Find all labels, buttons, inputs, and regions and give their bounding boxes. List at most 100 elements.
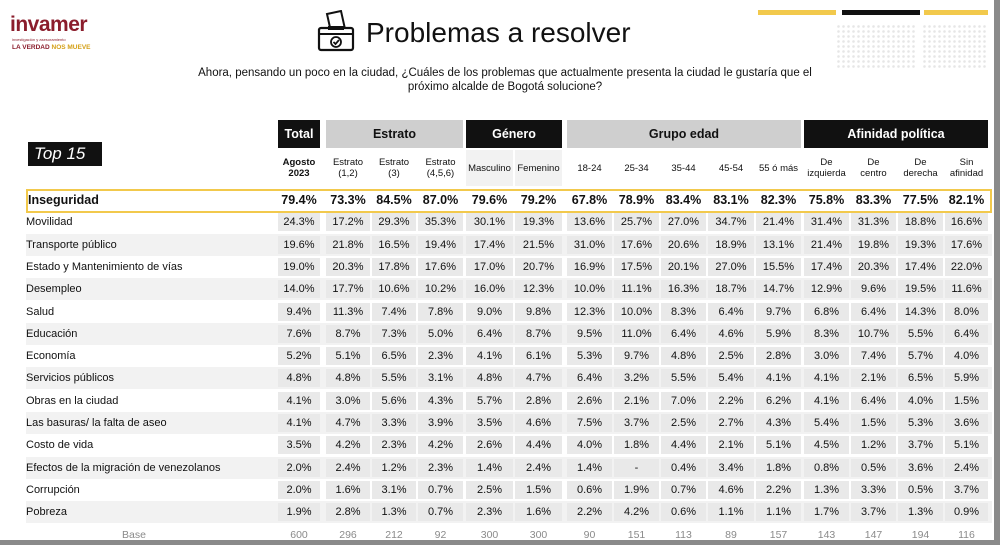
cell-value: 5.2%: [278, 347, 320, 366]
cell-value: 1.8%: [614, 436, 659, 455]
subheader-45-54: 45-54: [718, 162, 744, 174]
cell-value: 15.5%: [756, 257, 801, 276]
cell-value: 6.4%: [466, 324, 513, 343]
cell-value: 27.0%: [708, 257, 754, 276]
cell-value: 6.5%: [372, 347, 416, 366]
cell-value: 11.0%: [614, 324, 659, 343]
cell-value: 4.0%: [898, 391, 943, 410]
cell-value: 17.6%: [418, 257, 463, 276]
table-row: Transporte público 19.6% 21.8% 16.5% 19.4% 17…: [26, 233, 992, 256]
cell-value: 77.5%: [902, 193, 939, 207]
cell-value: 31.3%: [851, 213, 896, 232]
cell-value: 1.6%: [326, 480, 370, 499]
cell-value: 0.5%: [898, 480, 943, 499]
cell-value: 3.3%: [372, 414, 416, 432]
cell-value: 5.0%: [418, 324, 463, 343]
cell-value: 2.4%: [515, 458, 562, 477]
top-15-label: Top 15: [28, 142, 102, 166]
cell-value: 20.3%: [326, 257, 370, 276]
cell-value: 2.2%: [756, 480, 801, 499]
cell-value: 2.0%: [278, 458, 320, 477]
table-row: Economía 5.2% 5.1% 6.5% 2.3% 4.1% 6.1% 5.3% 9.7%…: [26, 345, 992, 367]
cell-value: 3.7%: [898, 436, 943, 455]
cell-value: 1.1%: [756, 503, 801, 522]
cell-value: 4.7%: [515, 369, 562, 388]
cell-value: 4.2%: [614, 503, 659, 522]
table-row: Educación 7.6% 8.7% 7.3% 5.0% 6.4% 8.7% 9.5% 11.…: [26, 322, 992, 345]
cell-value: 2.3%: [418, 458, 463, 477]
cell-value: 3.5%: [278, 436, 320, 455]
table-row: Las basuras/ la falta de aseo 4.1% 4.7% 3.3…: [26, 412, 992, 434]
cell-value: 10.2%: [418, 280, 463, 299]
cell-value: 4.8%: [278, 369, 320, 388]
subheader-de-izquierda: De izquierda: [807, 157, 846, 179]
cell-value: 9.5%: [567, 324, 612, 343]
cell-value: 4.5%: [804, 436, 849, 455]
cell-value: 2.3%: [466, 503, 513, 522]
cell-value: 0.8%: [804, 458, 849, 477]
cell-value: 4.1%: [756, 369, 801, 388]
cell-value: 17.4%: [898, 257, 943, 276]
cell-value: 0.7%: [418, 480, 463, 499]
cell-value: 5.7%: [898, 347, 943, 366]
cell-value: 6.4%: [708, 302, 754, 321]
cell-value: 31.0%: [567, 235, 612, 254]
cell-value: 4.1%: [466, 347, 513, 366]
cell-value: 0.6%: [661, 503, 706, 522]
cell-value: 67.8%: [571, 193, 608, 207]
cell-value: 3.4%: [708, 458, 754, 477]
cell-value: 17.0%: [466, 257, 513, 276]
cell-value: 3.7%: [614, 414, 659, 432]
cell-value: 3.1%: [372, 480, 416, 499]
cell-value: 3.7%: [851, 503, 896, 522]
table-row: Estado y Mantenimiento de vías 19.0% 20.3%…: [26, 256, 992, 278]
header-group-total: Total: [278, 120, 320, 148]
row-label: Economía: [26, 350, 76, 363]
survey-question: Ahora, pensando un poco en la ciudad, ¿C…: [198, 67, 812, 93]
logo-slogan: LA VERDAD NOS MUEVE: [12, 44, 91, 51]
base-value: 194: [911, 528, 930, 541]
table-row: Salud 9.4% 11.3% 7.4% 7.8% 9.0% 9.8% 12.3% 10.0%…: [26, 301, 992, 323]
cell-value: 2.1%: [614, 391, 659, 410]
cell-value: 25.7%: [614, 213, 659, 232]
cell-value: 3.3%: [851, 480, 896, 499]
cell-value: 16.6%: [945, 213, 988, 232]
subheader-35-44: 35-44: [671, 162, 696, 174]
cell-value: 21.4%: [804, 235, 849, 254]
table-row: Movilidad 24.3% 17.2% 29.3% 35.3% 30.1% 19.3% 1…: [26, 211, 992, 233]
cell-value: 17.5%: [614, 257, 659, 276]
cell-value: 19.3%: [515, 213, 562, 232]
row-label: Inseguridad: [28, 193, 99, 207]
cell-value: 0.4%: [661, 458, 706, 477]
header-group-afinidad-politica: Afinidad política: [804, 120, 988, 148]
cell-value: 9.0%: [466, 302, 513, 321]
cell-value: 9.8%: [515, 302, 562, 321]
cell-value: 5.5%: [661, 369, 706, 388]
cell-value: 14.3%: [898, 302, 943, 321]
cell-value: 21.4%: [756, 213, 801, 232]
base-label: Base: [122, 528, 146, 541]
row-label: Obras en la ciudad: [26, 394, 119, 407]
cell-value: 6.1%: [515, 347, 562, 366]
cell-value: 20.7%: [515, 257, 562, 276]
base-value: 296: [339, 528, 357, 541]
cell-value: 5.3%: [567, 347, 612, 366]
cell-value: 16.5%: [372, 235, 416, 254]
cell-value: 7.0%: [661, 391, 706, 410]
cell-value: 29.3%: [372, 213, 416, 232]
cell-value: 31.4%: [804, 213, 849, 232]
row-label: Educación: [26, 327, 78, 340]
cell-value: 7.4%: [851, 347, 896, 366]
cell-value: 2.8%: [756, 347, 801, 366]
cell-value: 1.3%: [898, 503, 943, 522]
row-label: Estado y Mantenimiento de vías: [26, 260, 183, 273]
cell-value: 4.7%: [326, 414, 370, 432]
cell-value: 34.7%: [708, 213, 754, 232]
cell-value: 12.3%: [515, 280, 562, 299]
cell-value: 82.1%: [948, 193, 985, 207]
cell-value: 6.4%: [567, 369, 612, 388]
cell-value: 4.6%: [708, 324, 754, 343]
cell-value: 0.7%: [661, 480, 706, 499]
cell-value: 4.8%: [466, 369, 513, 388]
cell-value: 3.1%: [418, 369, 463, 388]
